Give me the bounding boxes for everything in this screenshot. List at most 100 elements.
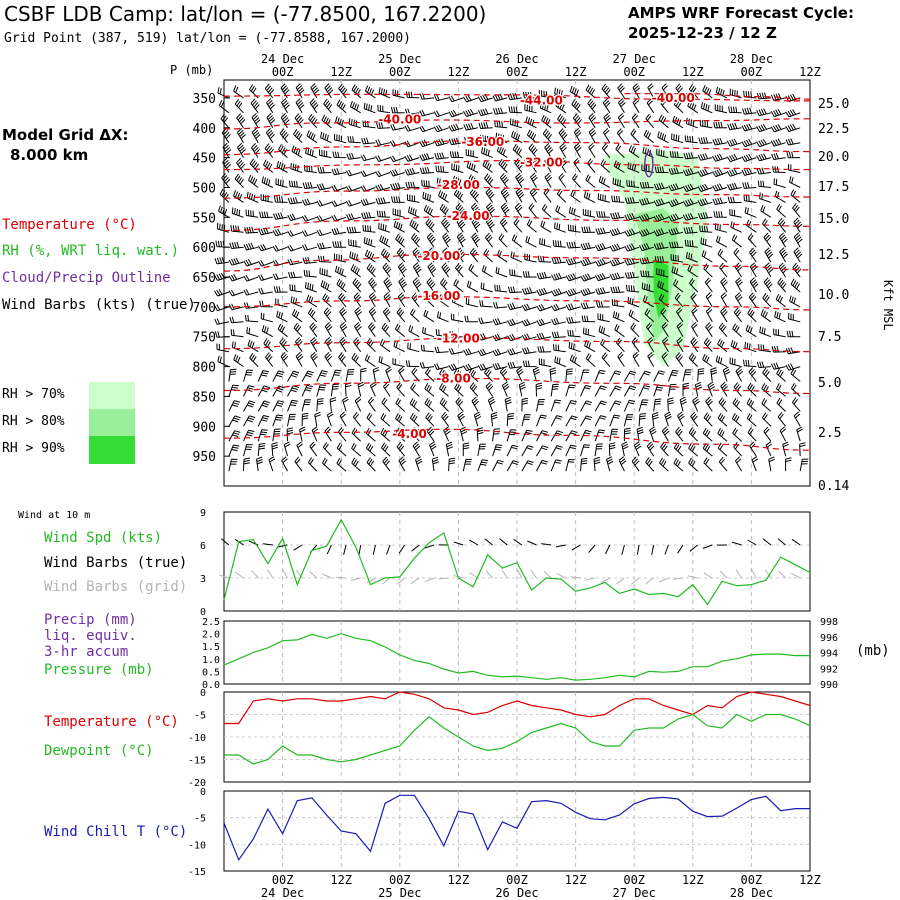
wind-barb [580, 302, 596, 310]
wind-barb [536, 430, 549, 442]
wind-barb [671, 266, 684, 278]
wind-barb [279, 128, 289, 144]
wind-barb [382, 307, 391, 323]
grid-wind-barb [235, 571, 244, 579]
wind-barb [309, 98, 319, 114]
wind-barb [717, 338, 728, 353]
wind-barb [609, 385, 622, 397]
wind-barb [741, 138, 757, 148]
wind-barb [287, 244, 303, 252]
wind-barb [256, 456, 263, 472]
wind-barb [521, 429, 533, 442]
precip-tick-label: 2.5 [202, 617, 220, 628]
wind-barb [521, 445, 534, 457]
wind-barb [580, 369, 590, 382]
wind-barb [462, 458, 472, 472]
precip-tick-label: 1.0 [202, 655, 220, 666]
wind-barb [770, 138, 786, 147]
wind-barb [612, 311, 625, 323]
wind-barb [597, 313, 610, 323]
true-wind-barb [513, 538, 523, 546]
wind-barb [748, 292, 757, 308]
wind-barb [367, 396, 376, 412]
wind-barb [707, 381, 715, 397]
wind-barb [565, 384, 576, 397]
wind-barb [743, 359, 757, 368]
wind-barb [280, 113, 290, 129]
wind-barb [734, 262, 743, 278]
top-time-tick-label: 12Z [330, 65, 352, 79]
wind-barb [443, 426, 451, 442]
wind-barb [507, 302, 523, 311]
wind-barb [246, 327, 259, 338]
wind-barb [703, 337, 713, 353]
wind-barb [594, 258, 610, 267]
wind-barb [485, 217, 495, 233]
wind-barb [376, 210, 391, 218]
wind-barb [773, 178, 786, 188]
wind-barb [221, 173, 231, 188]
wind-barb [688, 278, 699, 293]
wind-barb [492, 444, 503, 457]
wind-barb [690, 292, 699, 308]
wind-barb [251, 113, 261, 129]
wind-barb [485, 381, 494, 397]
temperature-contour [223, 140, 811, 156]
wind-barb [682, 168, 698, 177]
wind-barb [556, 188, 567, 203]
true-wind-barb [220, 538, 230, 546]
wind-barb [761, 383, 772, 397]
wind-barb [710, 367, 718, 382]
wind-barb [617, 351, 625, 367]
wind-barb [280, 351, 289, 367]
wind-barb [431, 456, 439, 472]
pressure-tick-label: 600 [193, 241, 216, 256]
wind-barb [551, 331, 566, 339]
grid-wind-barb [267, 569, 274, 579]
height-tick-label: 10.0 [818, 288, 849, 303]
wind-barb [393, 220, 405, 233]
wind-barb [272, 370, 285, 382]
wind-barb [790, 189, 801, 203]
wind-barb [453, 368, 464, 382]
wind-barb [771, 345, 786, 353]
dewpoint-c-series-line [224, 713, 811, 765]
wind-barb [609, 414, 621, 427]
wind-barb [746, 412, 757, 427]
wind-barb [336, 278, 347, 293]
wind-barb [688, 352, 699, 367]
wind-barb [522, 347, 537, 355]
wind-barb [793, 232, 803, 248]
wind-barb [715, 235, 728, 248]
wind-barb [661, 322, 669, 337]
temperature-tick-label: 0 [200, 688, 206, 699]
wind-barb [354, 307, 362, 323]
wind-barb [756, 361, 771, 369]
wind-barb [793, 217, 803, 233]
wind-barb [642, 146, 654, 159]
wind-barb [623, 385, 637, 397]
wind-barb [683, 152, 698, 160]
wind-barb [789, 295, 801, 308]
wind-barb [765, 441, 773, 457]
wind-barb [351, 442, 362, 457]
wind-barb [699, 119, 713, 129]
wind-barb [316, 229, 332, 237]
temperature-tick-label: -15 [188, 756, 206, 767]
bottom-time-tick-label: 12Z [799, 873, 821, 887]
wind-barb [317, 166, 332, 174]
wind-barb [506, 460, 519, 472]
wind-barb [566, 316, 581, 324]
wind-barb [688, 457, 699, 472]
wind-barb [627, 296, 640, 308]
wind-barb [756, 138, 772, 148]
wind-barb [321, 457, 332, 472]
wind-barb [537, 345, 552, 353]
wind-barb [423, 309, 435, 323]
wind-barb [691, 307, 699, 323]
wind-barb [456, 247, 466, 263]
wind-barb [404, 108, 420, 116]
wind-barb [653, 198, 669, 207]
wind-barb [770, 108, 786, 118]
wind-barb [486, 202, 495, 218]
